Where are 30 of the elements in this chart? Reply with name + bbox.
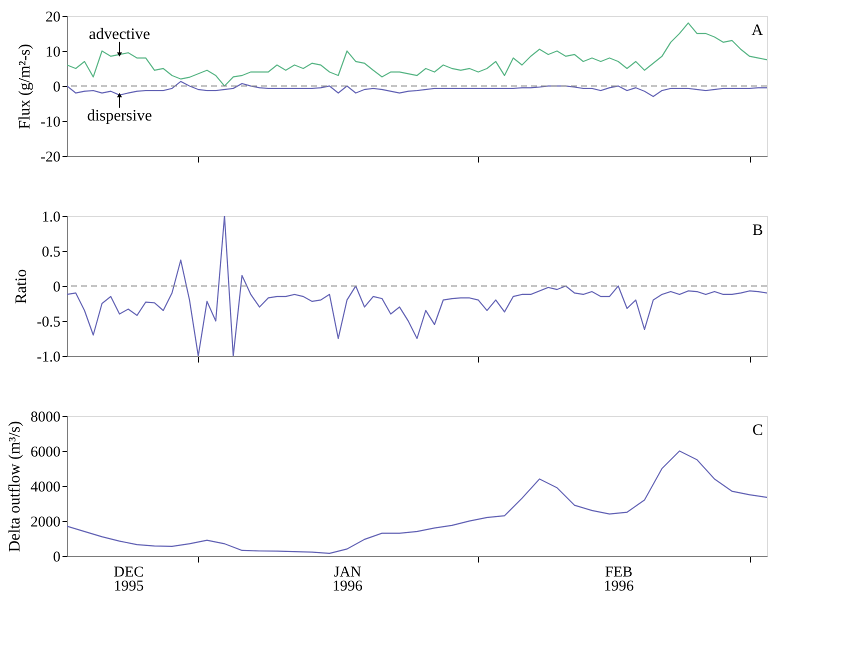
x-tick-label: DEC 1995: [114, 564, 144, 594]
y-tick-label: 0: [53, 80, 60, 96]
line-series: [67, 80, 767, 98]
y-tick-label: -20: [40, 150, 60, 166]
annotation: advective: [88, 26, 150, 43]
y-tick-label: 20: [46, 10, 60, 26]
y-tick-label: 4000: [30, 480, 60, 496]
annotation: dispersive: [87, 108, 152, 125]
y-tick-label: 0.5: [42, 244, 60, 260]
y-tick-label: 6000: [30, 444, 60, 460]
annotation: C: [752, 422, 763, 439]
y-tick-label: 1.0: [42, 210, 60, 226]
line-series: [67, 22, 767, 87]
y-tick-label: -10: [40, 114, 60, 130]
x-tick-label: JAN 1996: [332, 564, 363, 594]
y-axis-title: Delta outflow (m³/s): [6, 421, 24, 552]
y-tick-label: 0: [53, 550, 60, 566]
y-tick-label: 10: [46, 44, 60, 60]
y-tick-label: 2000: [30, 514, 60, 530]
y-tick-label: 8000: [30, 410, 60, 426]
annotation: B: [752, 222, 763, 239]
y-tick-label: -1.0: [36, 350, 60, 366]
line-series: [67, 450, 767, 554]
y-tick-label: 0: [53, 280, 60, 296]
y-axis-title: Ratio: [12, 269, 30, 304]
x-tick-label: FEB 1996: [604, 564, 634, 594]
annotation: A: [751, 22, 764, 39]
line-series: [67, 216, 767, 356]
y-tick-label: -0.5: [36, 314, 60, 330]
y-axis-title: Flux (g/m²-s): [16, 44, 34, 130]
